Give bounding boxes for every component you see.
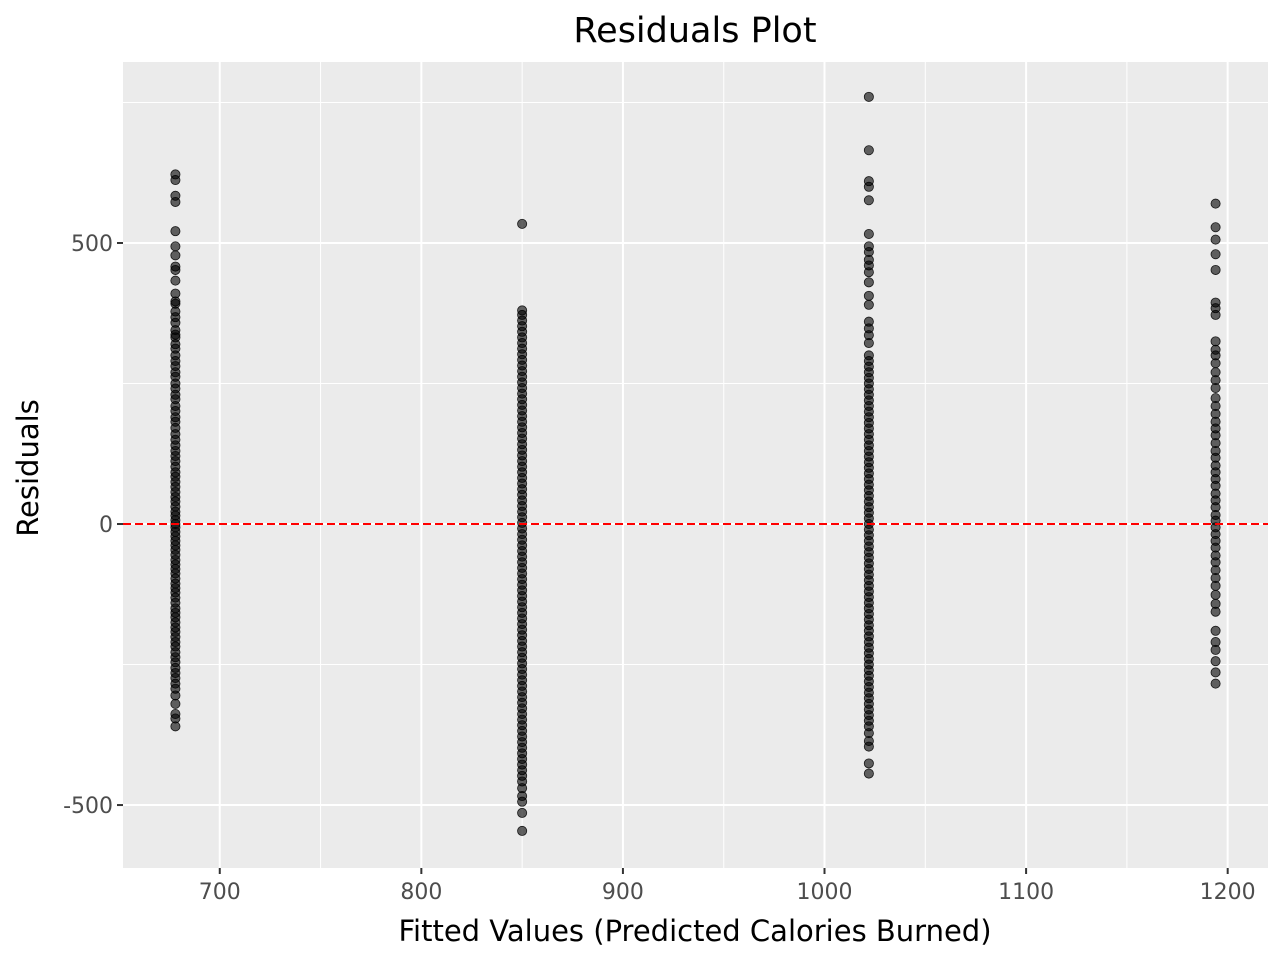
- data-point: [517, 807, 528, 818]
- data-point: [863, 195, 874, 206]
- data-point: [1210, 678, 1221, 689]
- data-point: [517, 825, 528, 836]
- data-points: [170, 91, 1221, 836]
- data-point: [1210, 589, 1221, 600]
- data-point: [1210, 644, 1221, 655]
- y-axis: -500 0 500: [63, 232, 123, 819]
- data-point: [170, 196, 181, 207]
- x-tick-label: 1100: [998, 880, 1054, 905]
- data-point: [1210, 198, 1221, 209]
- y-tick-label: 500: [71, 232, 113, 257]
- data-point: [1210, 358, 1221, 369]
- data-point: [863, 91, 874, 102]
- data-point: [1210, 382, 1221, 393]
- data-point: [863, 181, 874, 192]
- data-point: [1210, 667, 1221, 678]
- data-point: [863, 768, 874, 779]
- data-point: [170, 175, 181, 186]
- x-tick-label: 700: [199, 880, 241, 905]
- data-point: [170, 226, 181, 237]
- chart-title: Residuals Plot: [573, 11, 816, 51]
- grid-major: [123, 62, 1268, 868]
- data-point: [863, 267, 874, 278]
- y-axis-title: Residuals: [11, 399, 45, 537]
- y-tick-label: 0: [99, 513, 113, 538]
- data-point: [863, 338, 874, 349]
- data-point: [170, 250, 181, 261]
- data-point: [170, 264, 181, 275]
- data-point: [1210, 264, 1221, 275]
- data-point: [517, 218, 528, 229]
- x-tick-label: 900: [602, 880, 644, 905]
- x-axis: 700 800 900 1000 1100 1200: [199, 868, 1256, 905]
- data-point: [1210, 606, 1221, 617]
- data-point: [863, 145, 874, 156]
- data-point: [863, 741, 874, 752]
- x-tick-label: 1200: [1200, 880, 1256, 905]
- data-point: [863, 277, 874, 288]
- x-tick-label: 800: [400, 880, 442, 905]
- data-point: [1210, 625, 1221, 636]
- data-point: [1210, 580, 1221, 591]
- y-tick-label: -500: [63, 794, 113, 819]
- data-point: [863, 299, 874, 310]
- data-point: [1210, 656, 1221, 667]
- data-point: [863, 758, 874, 769]
- data-point: [170, 721, 181, 732]
- x-tick-label: 1000: [797, 880, 853, 905]
- x-axis-title: Fitted Values (Predicted Calories Burned…: [398, 914, 991, 948]
- data-point: [863, 228, 874, 239]
- data-point: [1210, 234, 1221, 245]
- data-point: [170, 698, 181, 709]
- data-point: [1210, 222, 1221, 233]
- data-point: [1210, 336, 1221, 347]
- plot-panel: [123, 62, 1268, 868]
- data-point: [170, 275, 181, 286]
- data-point: [1210, 309, 1221, 320]
- data-point: [517, 796, 528, 807]
- data-point: [1210, 249, 1221, 260]
- data-point: [863, 290, 874, 301]
- data-point: [170, 690, 181, 701]
- data-point: [170, 241, 181, 252]
